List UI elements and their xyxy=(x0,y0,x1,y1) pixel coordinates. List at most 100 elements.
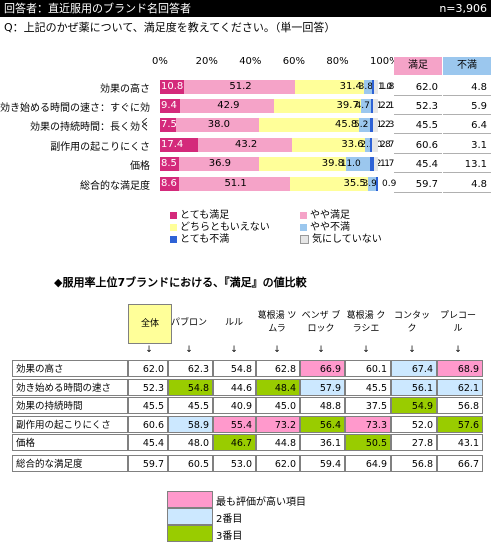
bar-segment xyxy=(292,138,366,152)
bar-segment xyxy=(359,118,371,132)
table-cell: 66.9 xyxy=(300,360,345,377)
x-tick-label: 60% xyxy=(282,56,306,67)
arrow-marker: ↓ xyxy=(185,345,193,355)
data-label: 2.1 xyxy=(375,159,391,169)
table-cell: 40.9 xyxy=(213,397,256,414)
legend-swatch xyxy=(170,235,177,243)
table-cell: 52.0 xyxy=(391,415,437,433)
bar-segment xyxy=(178,177,291,191)
table-cell: 56.8 xyxy=(391,454,437,472)
table-cell: 50.5 xyxy=(345,434,391,451)
data-label: 17.4 xyxy=(161,139,184,150)
bar-segment xyxy=(360,99,371,113)
legend-label: とても不満 xyxy=(180,234,230,245)
table-cell: 62.8 xyxy=(256,360,300,377)
table-cell: 60.6 xyxy=(128,415,168,433)
section-title: ◆服用率上位7ブランドにおける、『満足』の値比較 xyxy=(54,276,307,289)
table-cell: 68.9 xyxy=(437,360,483,377)
bar-segment xyxy=(345,157,370,171)
table-cell: 62.1 xyxy=(437,378,483,396)
bar-segment xyxy=(371,80,375,94)
legend-item: とても満足 xyxy=(170,206,229,221)
summary-value: 3.1 xyxy=(443,137,491,154)
rank-legend-swatch xyxy=(167,491,213,508)
legend-swatch xyxy=(300,234,309,244)
header-bar: 回答者：直近服用のブランド名回答者 n=3,906 xyxy=(0,0,491,17)
category-label: 効果の高さ xyxy=(100,84,150,95)
legend-label: どちらともいえない xyxy=(180,222,270,233)
table-cell: 60.5 xyxy=(168,454,213,472)
legend-item: やや満足 xyxy=(300,206,350,221)
data-label: 5.2 xyxy=(354,120,369,130)
summary-value: 52.3 xyxy=(394,98,442,115)
column-header-text: 葛根湯 クラシエ xyxy=(346,311,386,334)
data-label: 31.4 xyxy=(339,81,362,92)
summary-value: 60.6 xyxy=(394,137,442,154)
legend-label: やや不満 xyxy=(310,222,350,233)
row-label: 総合的な満足度 xyxy=(12,454,128,472)
table-cell: 73.2 xyxy=(256,415,300,433)
respondents-label: 回答者：直近服用のブランド名回答者 xyxy=(4,2,191,15)
summary-value: 13.1 xyxy=(443,156,491,173)
table-cell: 59.7 xyxy=(128,454,168,472)
column-header: コンタック xyxy=(391,304,433,342)
table-cell: 45.5 xyxy=(168,397,213,414)
legend-swatch xyxy=(170,223,177,231)
data-label: 1.2 xyxy=(376,101,392,111)
bar-segment xyxy=(160,177,179,191)
table-cell: 57.6 xyxy=(437,415,483,433)
bar-segment xyxy=(160,80,184,94)
arrow-marker: ↓ xyxy=(273,345,281,355)
table-cell: 52.3 xyxy=(128,378,168,396)
table-cell: 36.1 xyxy=(300,434,345,451)
data-label: 2.7 xyxy=(380,140,395,150)
table-cell: 56.8 xyxy=(437,397,483,414)
row-label: 効果の高さ xyxy=(12,360,128,377)
bar-segment xyxy=(374,157,378,171)
table-cell: 54.8 xyxy=(213,360,256,377)
bar-segment xyxy=(258,157,346,171)
legend-item: やや不満 xyxy=(300,218,350,233)
x-tick-label: 20% xyxy=(195,56,218,67)
bar-segment xyxy=(369,157,375,171)
bar-segment xyxy=(160,138,198,152)
column-header-text: コンタック xyxy=(393,311,430,334)
table-cell: 60.1 xyxy=(345,360,391,377)
bar-segment xyxy=(367,177,377,191)
arrow-marker: ↓ xyxy=(317,345,325,355)
table-cell: 45.0 xyxy=(256,397,300,414)
data-label: 4.7 xyxy=(355,101,370,111)
data-label: 1.7 xyxy=(380,159,395,169)
table-cell: 48.4 xyxy=(256,378,300,396)
data-label: 8.5 xyxy=(161,158,177,169)
data-label: 2.3 xyxy=(360,140,375,150)
table-cell: 54.8 xyxy=(168,378,213,396)
data-label: 39.8 xyxy=(321,158,344,169)
table-cell: 56.4 xyxy=(300,415,345,433)
category-label: 効き始める時間の速さ：すぐに効く xyxy=(0,103,150,129)
x-tick-label: 100% xyxy=(370,56,399,67)
table-cell: 43.1 xyxy=(437,434,483,451)
data-label: 51.2 xyxy=(229,81,252,92)
summary-value: 6.4 xyxy=(443,117,491,134)
column-header: ルル xyxy=(213,304,255,342)
bar-segment xyxy=(183,80,296,94)
question-text: Q：上記のかぜ薬について、満足度を教えてください。（単一回答） xyxy=(4,21,336,34)
column-header-text: プレコール xyxy=(439,311,476,334)
data-label: 10.8 xyxy=(161,81,184,92)
bar-segment xyxy=(370,138,373,152)
arrow-marker: ↓ xyxy=(362,345,370,355)
bar-segment xyxy=(376,177,378,191)
table-cell: 59.4 xyxy=(300,454,345,472)
x-tick-label: 80% xyxy=(326,56,349,67)
data-label: 1.2 xyxy=(376,120,391,130)
category-label: 価格 xyxy=(130,161,150,172)
column-header-text: ルル xyxy=(224,317,243,328)
table-cell: 45.5 xyxy=(128,397,168,414)
column-header: ベンザ ブロック xyxy=(300,304,342,342)
bar-segment xyxy=(372,138,378,152)
data-label: 51.1 xyxy=(224,178,247,189)
data-label: 9.4 xyxy=(161,100,177,111)
bar-segment xyxy=(295,80,364,94)
row-label: 効き始める時間の速さ xyxy=(12,378,128,396)
